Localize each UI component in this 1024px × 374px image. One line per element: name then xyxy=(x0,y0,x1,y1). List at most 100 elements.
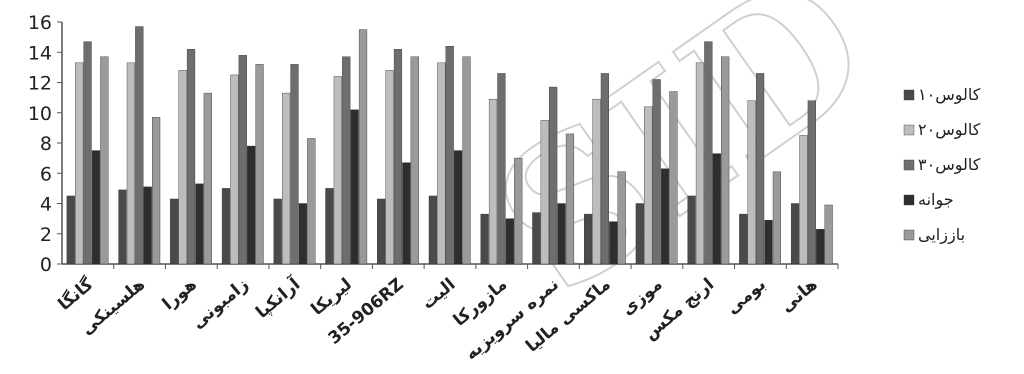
bar xyxy=(565,133,575,265)
bar xyxy=(298,203,308,265)
legend-swatch xyxy=(903,124,915,136)
category-label: الیت xyxy=(418,275,459,314)
category-label: بومی xyxy=(723,275,770,319)
bar xyxy=(273,198,282,265)
watermark-text: SID xyxy=(458,0,906,337)
legend-swatch xyxy=(903,159,915,171)
legend-label: کالوس۱۰ xyxy=(918,85,981,105)
legend-label: کالوس۲۰ xyxy=(918,120,981,140)
bar xyxy=(756,73,765,265)
legend-label: کالوس۳۰ xyxy=(918,155,981,175)
y-tick-label: 10 xyxy=(28,103,52,125)
bar xyxy=(824,204,833,265)
bar xyxy=(739,213,748,265)
bar xyxy=(238,55,247,265)
bar xyxy=(584,213,593,265)
bar xyxy=(377,198,386,265)
bar xyxy=(393,49,403,265)
bar xyxy=(807,100,816,265)
bar xyxy=(118,189,127,265)
bar xyxy=(799,135,808,265)
bar xyxy=(505,218,514,265)
bar xyxy=(358,29,368,265)
bar xyxy=(712,153,721,265)
y-tick-label: 4 xyxy=(40,194,52,216)
bar xyxy=(687,195,696,265)
bar xyxy=(644,106,653,265)
bar xyxy=(186,49,196,265)
bar xyxy=(592,98,601,265)
bar xyxy=(428,195,438,265)
bar xyxy=(282,92,291,265)
bar xyxy=(91,150,101,265)
category-label: هورا xyxy=(159,275,201,315)
bar xyxy=(549,86,558,265)
bar xyxy=(151,117,161,265)
bars xyxy=(66,26,839,269)
bar xyxy=(695,62,705,265)
bar xyxy=(764,219,773,265)
bar xyxy=(488,98,498,265)
bar xyxy=(255,64,264,265)
bar xyxy=(454,150,463,265)
bar xyxy=(437,62,446,265)
watermark: SID xyxy=(457,0,907,338)
bar xyxy=(290,64,299,265)
bar xyxy=(221,188,231,265)
legend-swatch xyxy=(903,194,915,206)
bar xyxy=(704,41,713,265)
bar xyxy=(307,138,316,265)
bar xyxy=(195,183,204,265)
bar xyxy=(410,56,419,265)
bar xyxy=(333,76,342,265)
bar xyxy=(100,56,109,265)
bar xyxy=(247,145,256,265)
bar xyxy=(385,70,394,265)
bar xyxy=(660,168,670,265)
y-tick-label: 0 xyxy=(40,254,52,276)
category-label: زامبونی xyxy=(188,275,252,334)
bar xyxy=(402,162,411,265)
bar xyxy=(480,213,489,265)
bar xyxy=(747,100,756,265)
legend-swatch xyxy=(903,89,915,101)
bar xyxy=(617,171,626,265)
bar xyxy=(350,109,359,265)
y-tick-label: 6 xyxy=(40,163,52,185)
legend-swatch xyxy=(903,229,915,241)
bar xyxy=(170,198,179,265)
bar xyxy=(540,120,549,265)
bar xyxy=(790,203,800,265)
y-tick-label: 2 xyxy=(40,224,52,246)
bar xyxy=(600,73,610,265)
bar xyxy=(721,56,730,265)
category-label: آرانکپا xyxy=(251,272,305,322)
bar xyxy=(230,74,239,265)
y-tick-label: 14 xyxy=(28,42,52,64)
bar xyxy=(135,26,144,265)
y-tick-label: 8 xyxy=(40,133,52,155)
bar xyxy=(325,188,334,265)
bar xyxy=(462,56,471,265)
legend-label: باززایی xyxy=(918,225,965,245)
bar xyxy=(772,171,782,265)
bar xyxy=(143,186,152,265)
bar xyxy=(75,62,84,265)
bar xyxy=(178,70,187,265)
y-tick-label: 16 xyxy=(28,12,52,34)
bar xyxy=(342,56,351,265)
bar xyxy=(514,157,523,265)
bar xyxy=(669,91,678,265)
bar xyxy=(83,41,92,265)
category-label: گانگا xyxy=(54,274,97,315)
bar xyxy=(126,62,136,265)
legend: کالوس۱۰ کالوس۲۰ کالوس۳۰ جوانه باززایی xyxy=(903,85,981,245)
bar xyxy=(497,73,506,265)
bar xyxy=(816,229,825,265)
bar xyxy=(652,79,661,265)
bar xyxy=(66,195,75,265)
bar xyxy=(609,221,618,265)
category-label: هانی xyxy=(777,275,822,317)
